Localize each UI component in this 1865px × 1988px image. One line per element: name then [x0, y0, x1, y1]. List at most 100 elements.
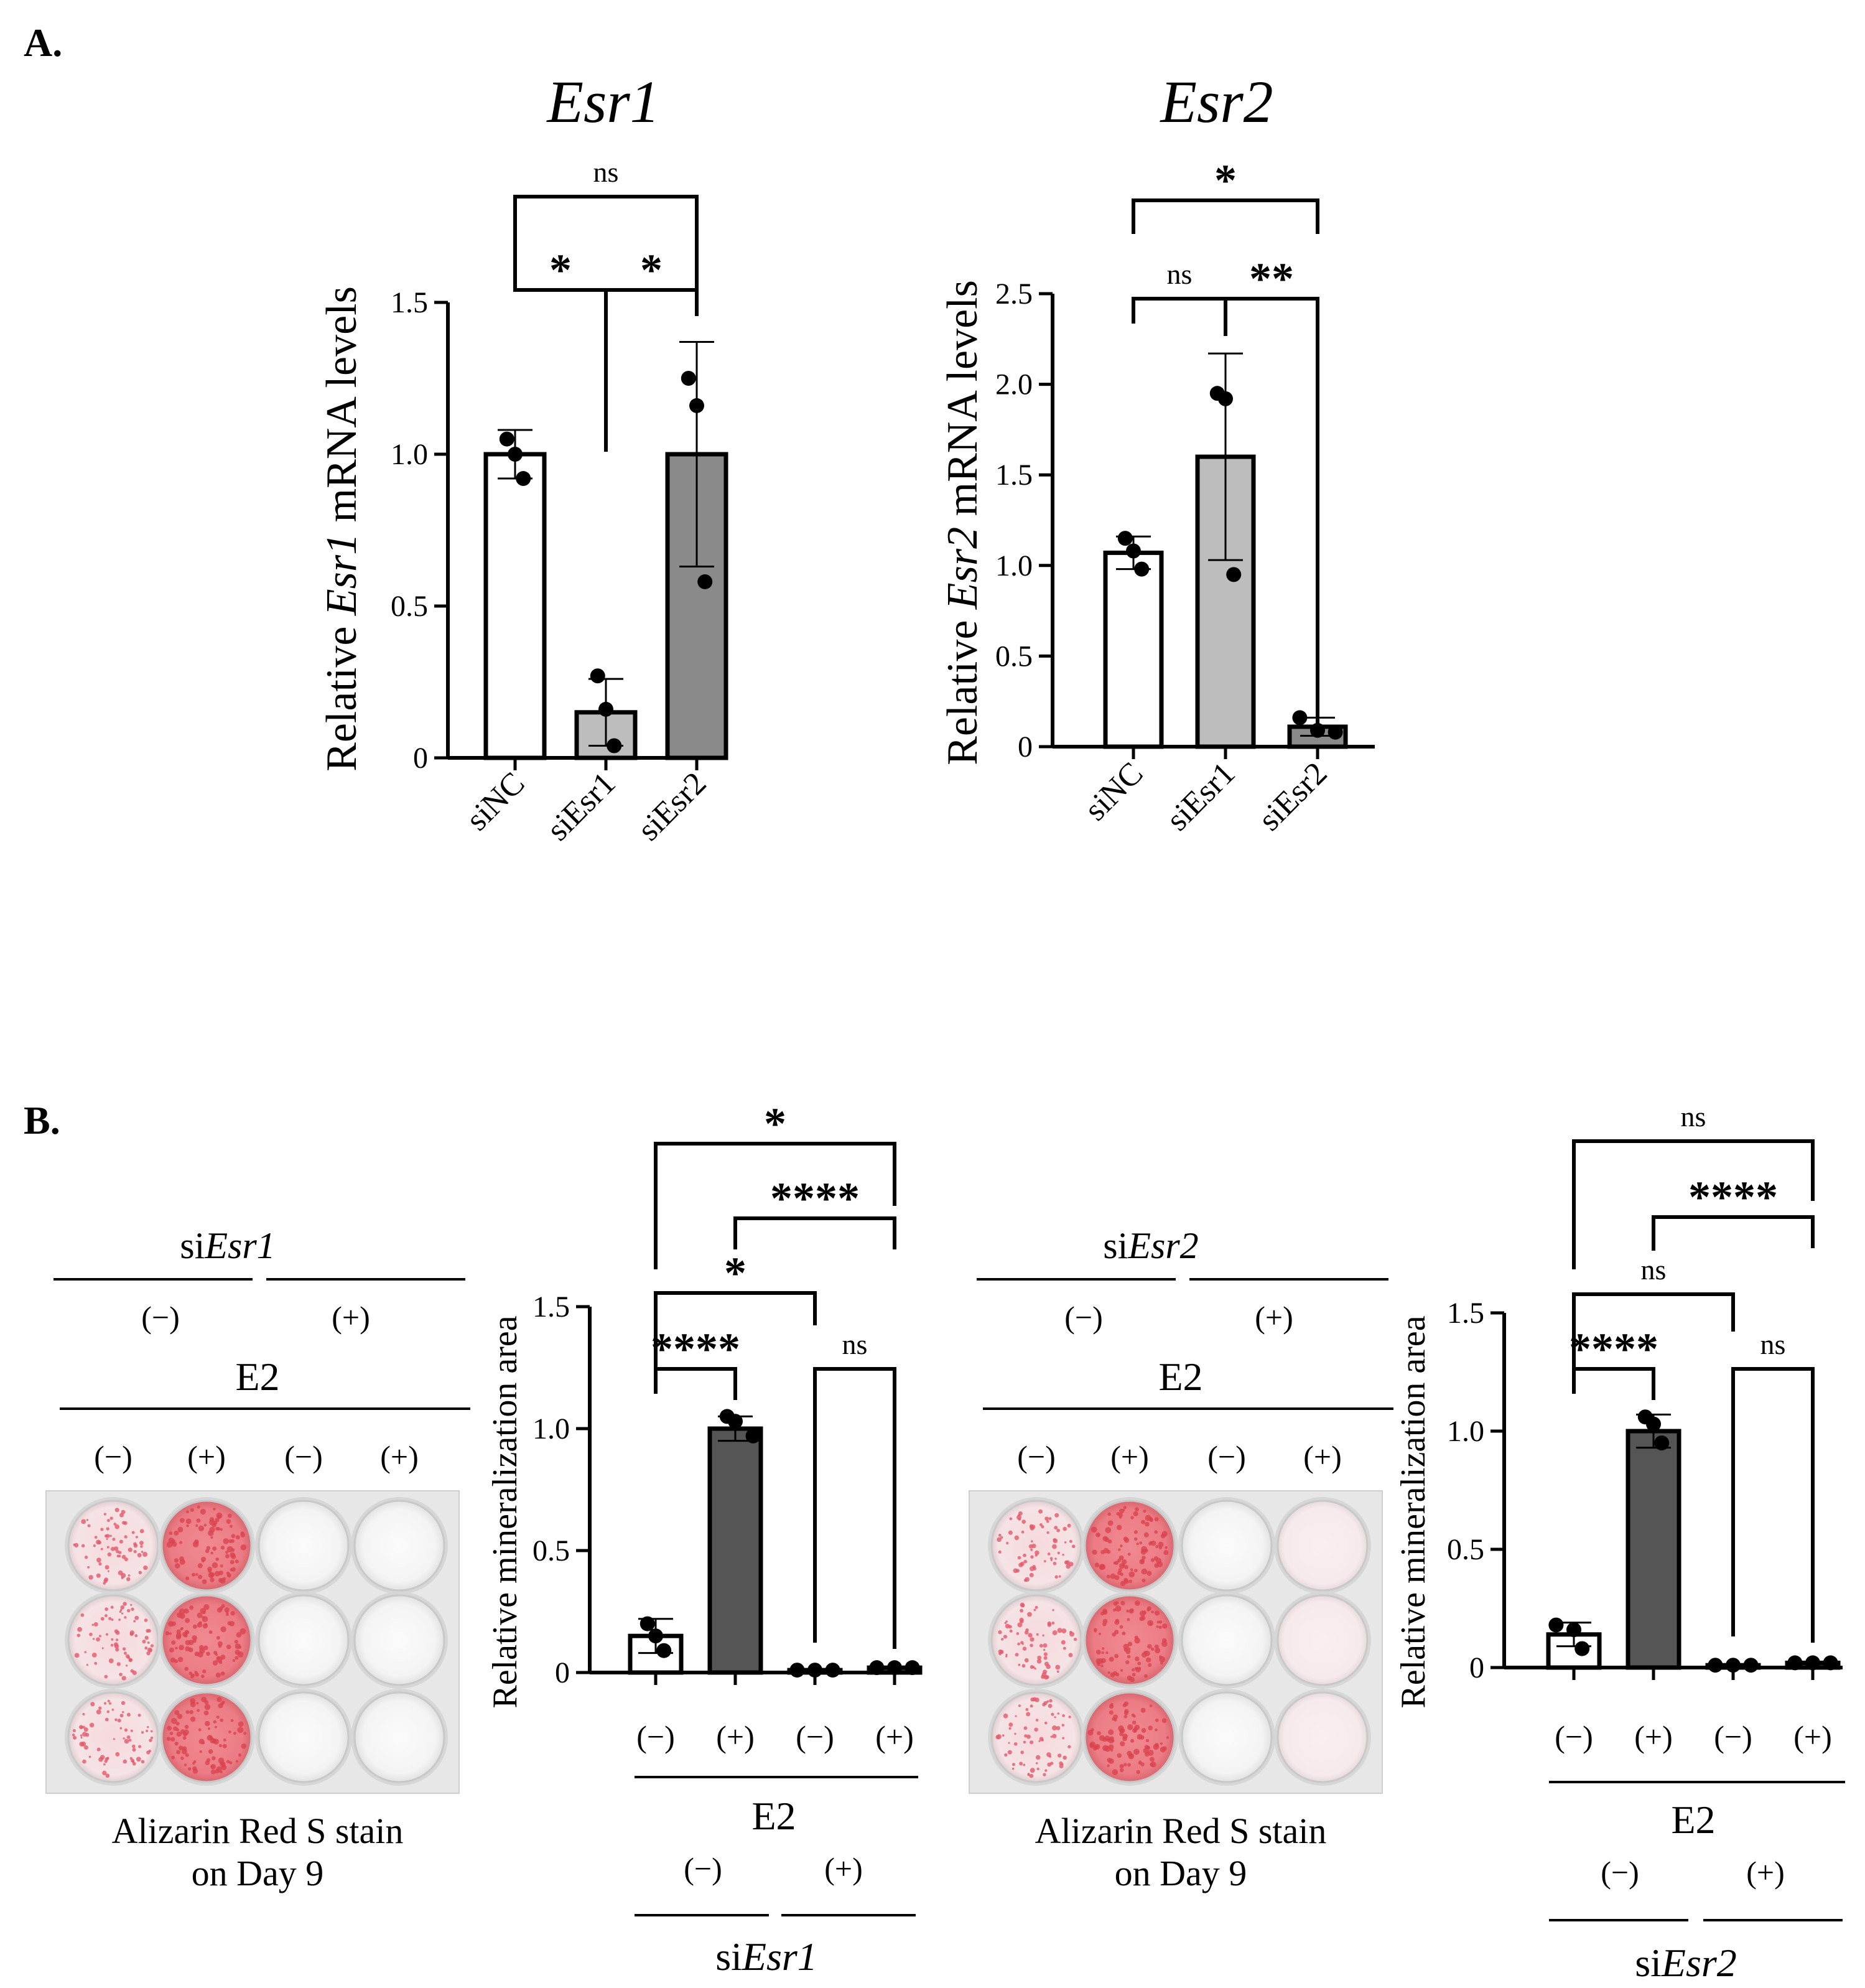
- data-point: [656, 1643, 672, 1658]
- stain-speck: [234, 1640, 238, 1644]
- stain-speck: [1116, 1524, 1122, 1531]
- stain-speck: [105, 1717, 109, 1722]
- bar: [1103, 550, 1164, 749]
- stain-speck: [1030, 1768, 1035, 1773]
- stain-speck: [203, 1710, 209, 1715]
- stain-speck: [221, 1701, 225, 1704]
- stain-speck: [197, 1709, 200, 1712]
- significance-bracket: [1572, 1139, 1815, 1269]
- stain-speck: [82, 1725, 86, 1729]
- stain-speck: [146, 1729, 149, 1732]
- significance-label: *: [764, 1099, 786, 1149]
- stain-speck: [1160, 1742, 1163, 1745]
- stain-speck: [114, 1629, 119, 1633]
- stain-speck: [1056, 1670, 1059, 1673]
- stain-speck: [118, 1618, 121, 1622]
- stain-speck: [1160, 1533, 1166, 1539]
- stain-speck: [1154, 1610, 1160, 1616]
- stain-speck: [192, 1639, 197, 1643]
- significance-label: ns: [842, 1328, 868, 1360]
- stain-speck: [74, 1653, 80, 1658]
- stain-speck: [1102, 1536, 1108, 1541]
- stain-speck: [119, 1727, 123, 1730]
- data-point: [689, 398, 704, 413]
- stain-speck: [1057, 1628, 1063, 1633]
- stain-speck: [230, 1611, 235, 1616]
- x-tick-label: siEsr2: [631, 765, 713, 847]
- stain-speck: [179, 1613, 185, 1619]
- well: [353, 1500, 445, 1592]
- data-point: [1117, 531, 1133, 546]
- stain-speck: [1001, 1638, 1004, 1641]
- stain-speck: [212, 1660, 218, 1666]
- data-point: [598, 701, 613, 717]
- stain-speck: [115, 1638, 119, 1641]
- stain-speck: [1123, 1536, 1128, 1542]
- stain-speck: [202, 1616, 208, 1623]
- stain-speck: [169, 1647, 174, 1653]
- stain-speck: [210, 1536, 213, 1539]
- stain-speck: [1065, 1560, 1070, 1565]
- stain-speck: [175, 1646, 178, 1650]
- stain-speck: [205, 1720, 210, 1727]
- stain-speck: [1107, 1671, 1110, 1674]
- stain-speck: [116, 1662, 121, 1666]
- stain-speck: [225, 1551, 229, 1554]
- stain-speck: [126, 1735, 131, 1739]
- stain-speck: [98, 1562, 102, 1566]
- stain-speck: [1147, 1620, 1154, 1626]
- stain-speck: [114, 1718, 118, 1722]
- stain-speck: [79, 1742, 85, 1747]
- stain-speck: [1134, 1656, 1140, 1661]
- stain-speck: [220, 1671, 225, 1676]
- stain-speck: [174, 1531, 179, 1536]
- y-tick-label: 1.0: [533, 1412, 570, 1445]
- stain-speck: [1100, 1664, 1104, 1668]
- stain-speck: [1061, 1640, 1066, 1645]
- stain-speck: [150, 1644, 154, 1648]
- stain-speck: [218, 1743, 223, 1748]
- stain-speck: [130, 1729, 133, 1732]
- stain-speck: [1114, 1654, 1119, 1658]
- stain-speck: [1133, 1727, 1138, 1732]
- stain-speck: [1134, 1638, 1140, 1644]
- stain-speck: [1008, 1530, 1013, 1535]
- stain-speck: [215, 1673, 221, 1678]
- stain-speck: [202, 1741, 205, 1745]
- stain-speck: [216, 1715, 220, 1719]
- stain-speck: [1133, 1569, 1138, 1573]
- y-tick-label: 1.5: [533, 1290, 570, 1323]
- stain-speck: [1043, 1648, 1046, 1651]
- stain-speck: [1107, 1539, 1112, 1544]
- stain-speck: [88, 1755, 91, 1758]
- stain-speck: [208, 1749, 213, 1754]
- stain-speck: [123, 1602, 127, 1607]
- stain-speck: [94, 1661, 98, 1665]
- stain-speck: [1008, 1742, 1010, 1744]
- stain-speck: [1045, 1675, 1049, 1679]
- stain-speck: [1048, 1704, 1053, 1709]
- stain-speck: [105, 1633, 109, 1636]
- stain-speck: [1133, 1748, 1140, 1755]
- stain-speck: [197, 1622, 203, 1628]
- well: [1181, 1594, 1273, 1686]
- stain-speck: [1146, 1570, 1152, 1576]
- stain-speck: [1043, 1656, 1048, 1660]
- stain-speck: [1043, 1701, 1048, 1706]
- stain-speck: [137, 1552, 142, 1557]
- stain-speck: [1113, 1601, 1118, 1606]
- stain-speck: [1118, 1548, 1121, 1551]
- stain-speck: [190, 1674, 194, 1679]
- stain-speck: [1043, 1652, 1048, 1656]
- stain-speck: [149, 1738, 152, 1742]
- x-tick-label: (−): [1714, 1719, 1752, 1754]
- significance-bracket: [1132, 297, 1227, 331]
- stain-speck: [123, 1651, 127, 1655]
- stain-speck: [1054, 1526, 1058, 1530]
- stain-speck: [1017, 1642, 1020, 1646]
- stain-speck: [1123, 1763, 1127, 1766]
- stain-speck: [1046, 1519, 1049, 1523]
- stain-speck: [172, 1541, 177, 1547]
- data-point: [1646, 1416, 1661, 1432]
- stain-speck: [1023, 1553, 1026, 1557]
